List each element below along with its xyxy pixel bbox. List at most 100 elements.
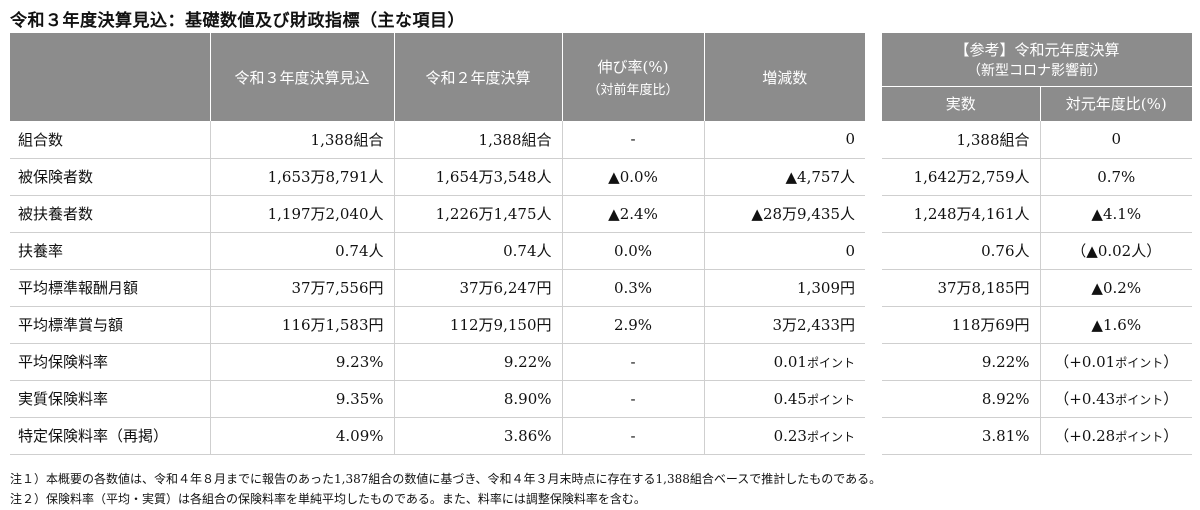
row-label: 平均保険料率 xyxy=(10,343,211,381)
ref-cell-value: 0.76人 xyxy=(882,232,1041,270)
table-row: 平均標準報酬月額 37万7,556円 37万6,247円 0.3% 1,309円 xyxy=(10,269,865,307)
cell-r3: 1,653万8,791人 xyxy=(210,158,395,196)
ref-cell-value: 3.81% xyxy=(882,417,1041,455)
footnote-2: 注２）保険料率（平均・実質）は各組合の保険料率を単純平均したものである。また、料… xyxy=(10,492,646,506)
table-row: 扶養率 0.74人 0.74人 0.0% 0 xyxy=(10,232,865,270)
cell-diff: 0.01ポイント xyxy=(704,343,865,381)
cell-rate: - xyxy=(562,417,705,455)
row-label: 特定保険料率（再掲） xyxy=(10,417,211,455)
ref-header-label: 【参考】令和元年度決算 xyxy=(954,40,1120,59)
ref-cell-value: 1,642万2,759人 xyxy=(882,158,1041,196)
cell-rate: 2.9% xyxy=(562,306,705,344)
table-row: 1,642万2,759人 0.7% xyxy=(882,158,1193,196)
cell-rate: - xyxy=(562,343,705,381)
ratio-suffix: ） xyxy=(1163,353,1179,371)
ratio-prefix: （+0.43 xyxy=(1054,390,1116,408)
header-r2: 令和２年度決算 xyxy=(394,33,563,121)
diff-unit: ポイント xyxy=(806,355,855,370)
ref-header-ratio: 対元年度比(%) xyxy=(1040,86,1193,121)
table-row: 1,388組合 0 xyxy=(882,121,1193,159)
cell-rate: ▲2.4% xyxy=(562,195,705,233)
row-label: 扶養率 xyxy=(10,232,211,270)
cell-r3: 0.74人 xyxy=(210,232,395,270)
table-row: 3.81% （+0.28ポイント） xyxy=(882,417,1193,455)
cell-diff: ▲4,757人 xyxy=(704,158,865,196)
ref-header-sub: （新型コロナ影響前） xyxy=(967,62,1107,79)
header-blank xyxy=(10,33,211,121)
ref-header-title: 【参考】令和元年度決算 （新型コロナ影響前） xyxy=(882,33,1193,87)
cell-r2: 9.22% xyxy=(394,343,563,381)
ref-cell-ratio: 0.7% xyxy=(1040,158,1193,196)
cell-rate: ▲0.0% xyxy=(562,158,705,196)
header-diff: 増減数 xyxy=(704,33,865,121)
cell-r2: 112万9,150円 xyxy=(394,306,563,344)
ref-header-row: 【参考】令和元年度決算 （新型コロナ影響前） xyxy=(882,33,1193,87)
table-row: 被扶養者数 1,197万2,040人 1,226万1,475人 ▲2.4% ▲2… xyxy=(10,195,865,233)
ref-cell-ratio: （+0.43ポイント） xyxy=(1040,380,1193,418)
cell-r2: 1,654万3,548人 xyxy=(394,158,563,196)
table-row: 9.22% （+0.01ポイント） xyxy=(882,343,1193,381)
footnote-1: 注１）本概要の各数値は、令和４年８月までに報告のあった1,387組合の数値に基づ… xyxy=(10,472,882,486)
header-rate-label: 伸び率(%) xyxy=(597,58,669,76)
reference-table: 【参考】令和元年度決算 （新型コロナ影響前） 実数 対元年度比(%) 1,388… xyxy=(882,33,1193,455)
ratio-suffix: ） xyxy=(1163,427,1179,445)
ref-cell-value: 37万8,185円 xyxy=(882,269,1041,307)
table-row: 実質保険料率 9.35% 8.90% - 0.45ポイント xyxy=(10,380,865,418)
table-row: 特定保険料率（再掲） 4.09% 3.86% - 0.23ポイント xyxy=(10,417,865,455)
row-label: 平均標準報酬月額 xyxy=(10,269,211,307)
ref-cell-value: 9.22% xyxy=(882,343,1041,381)
cell-rate: - xyxy=(562,121,705,159)
ref-header-actual: 実数 xyxy=(882,86,1041,121)
cell-rate: - xyxy=(562,380,705,418)
ref-cell-ratio: ▲0.2% xyxy=(1040,269,1193,307)
diff-unit: ポイント xyxy=(806,429,855,444)
main-table: 令和３年度決算見込 令和２年度決算 伸び率(%) （対前年度比） 増減数 組合数… xyxy=(10,33,865,455)
cell-r2: 0.74人 xyxy=(394,232,563,270)
table-row: 0.76人 （▲0.02人） xyxy=(882,232,1193,270)
ratio-unit: ポイント xyxy=(1115,430,1164,444)
ref-cell-ratio: ▲4.1% xyxy=(1040,195,1193,233)
table-row: 118万69円 ▲1.6% xyxy=(882,306,1193,344)
cell-r2: 1,388組合 xyxy=(394,121,563,159)
ratio-unit: ポイント xyxy=(1115,393,1164,407)
cell-r3: 9.35% xyxy=(210,380,395,418)
main-header-row: 令和３年度決算見込 令和２年度決算 伸び率(%) （対前年度比） 増減数 xyxy=(10,33,865,121)
cell-rate: 0.3% xyxy=(562,269,705,307)
row-label: 組合数 xyxy=(10,121,211,159)
cell-r3: 37万7,556円 xyxy=(210,269,395,307)
cell-r3: 1,197万2,040人 xyxy=(210,195,395,233)
ref-subheader-row: 実数 対元年度比(%) xyxy=(882,86,1193,121)
table-row: 平均標準賞与額 116万1,583円 112万9,150円 2.9% 3万2,4… xyxy=(10,306,865,344)
cell-r3: 1,388組合 xyxy=(210,121,395,159)
cell-diff: ▲28万9,435人 xyxy=(704,195,865,233)
diff-value: 0.45 xyxy=(773,389,807,408)
row-label: 被保険者数 xyxy=(10,158,211,196)
cell-r2: 1,226万1,475人 xyxy=(394,195,563,233)
ratio-prefix: （+0.01 xyxy=(1054,353,1116,371)
table-row: 平均保険料率 9.23% 9.22% - 0.01ポイント xyxy=(10,343,865,381)
table-row: 組合数 1,388組合 1,388組合 - 0 xyxy=(10,121,865,159)
cell-r3: 9.23% xyxy=(210,343,395,381)
cell-diff: 0.23ポイント xyxy=(704,417,865,455)
row-label: 実質保険料率 xyxy=(10,380,211,418)
ref-cell-value: 1,248万4,161人 xyxy=(882,195,1041,233)
cell-diff: 3万2,433円 xyxy=(704,306,865,344)
ref-cell-value: 118万69円 xyxy=(882,306,1041,344)
ratio-prefix: （+0.28 xyxy=(1054,427,1116,445)
cell-r2: 8.90% xyxy=(394,380,563,418)
header-rate-sub: （対前年度比） xyxy=(587,83,679,98)
diff-unit: ポイント xyxy=(806,392,855,407)
cell-r2: 37万6,247円 xyxy=(394,269,563,307)
ratio-unit: ポイント xyxy=(1115,356,1164,370)
cell-diff: 0 xyxy=(704,232,865,270)
page-title: 令和３年度決算見込：基礎数値及び財政指標（主な項目） xyxy=(10,11,465,31)
ref-cell-value: 8.92% xyxy=(882,380,1041,418)
diff-value: 0.01 xyxy=(773,352,807,371)
cell-rate: 0.0% xyxy=(562,232,705,270)
ratio-suffix: ） xyxy=(1163,390,1179,408)
cell-r2: 3.86% xyxy=(394,417,563,455)
cell-diff: 1,309円 xyxy=(704,269,865,307)
ref-cell-ratio: （+0.28ポイント） xyxy=(1040,417,1193,455)
header-r3: 令和３年度決算見込 xyxy=(210,33,395,121)
cell-diff: 0.45ポイント xyxy=(704,380,865,418)
